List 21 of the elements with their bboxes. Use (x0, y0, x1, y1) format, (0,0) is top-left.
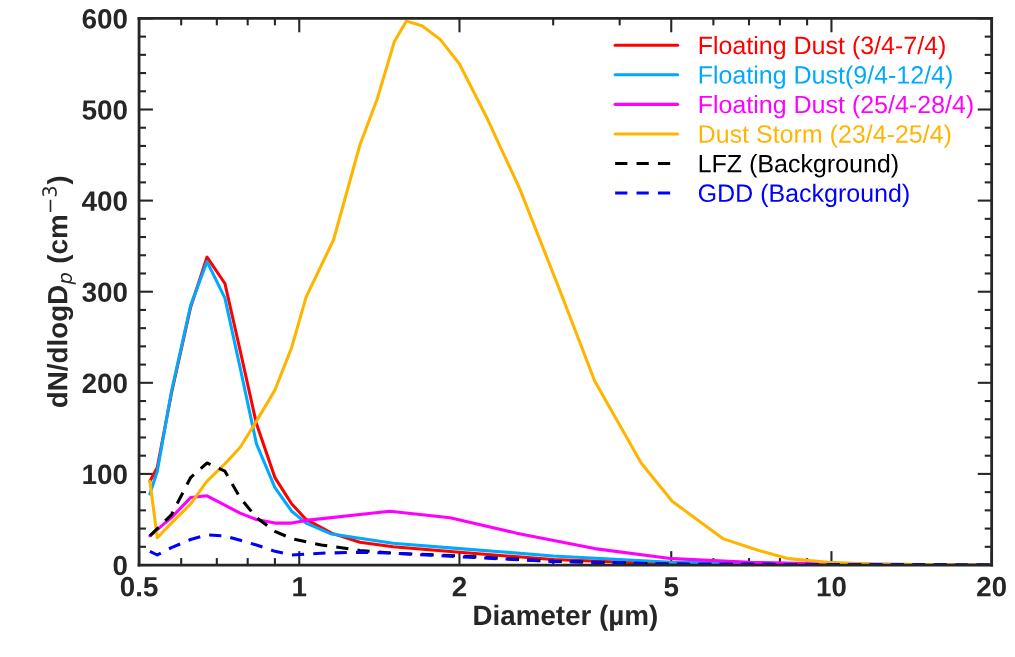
y-axis-title: dN/dlogD$_{p}$ (cm$^{−3}$) (42, 176, 76, 408)
y-tick-label: 500 (82, 100, 127, 120)
x-tick-label: 1 (293, 577, 307, 597)
legend-label: Dust Storm (23/4-25/4) (699, 124, 951, 148)
legend-label: LFZ (Background) (699, 154, 898, 178)
y-tick-label: 200 (82, 373, 127, 394)
legend-label: Floating Dust(9/4-12/4) (699, 65, 952, 89)
y-tick-label: 400 (82, 191, 127, 211)
x-tick-label: 5 (664, 577, 679, 597)
y-tick-label: 0 (113, 555, 127, 576)
legend-label: Floating Dust (25/4-28/4) (699, 95, 973, 119)
x-tick-label: 0.5 (120, 576, 158, 597)
x-axis-title: Diameter (µm) (474, 604, 657, 631)
x-tick-label: 20 (977, 576, 1006, 597)
legend-label: GDD (Background) (698, 183, 909, 207)
y-tick-label: 300 (82, 282, 127, 303)
y-tick-label: 600 (82, 9, 127, 29)
x-tick-label: 10 (817, 576, 846, 597)
x-tick-label: 2 (452, 576, 467, 597)
y-tick-label: 100 (83, 464, 127, 485)
legend-label: Floating Dust (3/4-7/4) (699, 35, 945, 60)
